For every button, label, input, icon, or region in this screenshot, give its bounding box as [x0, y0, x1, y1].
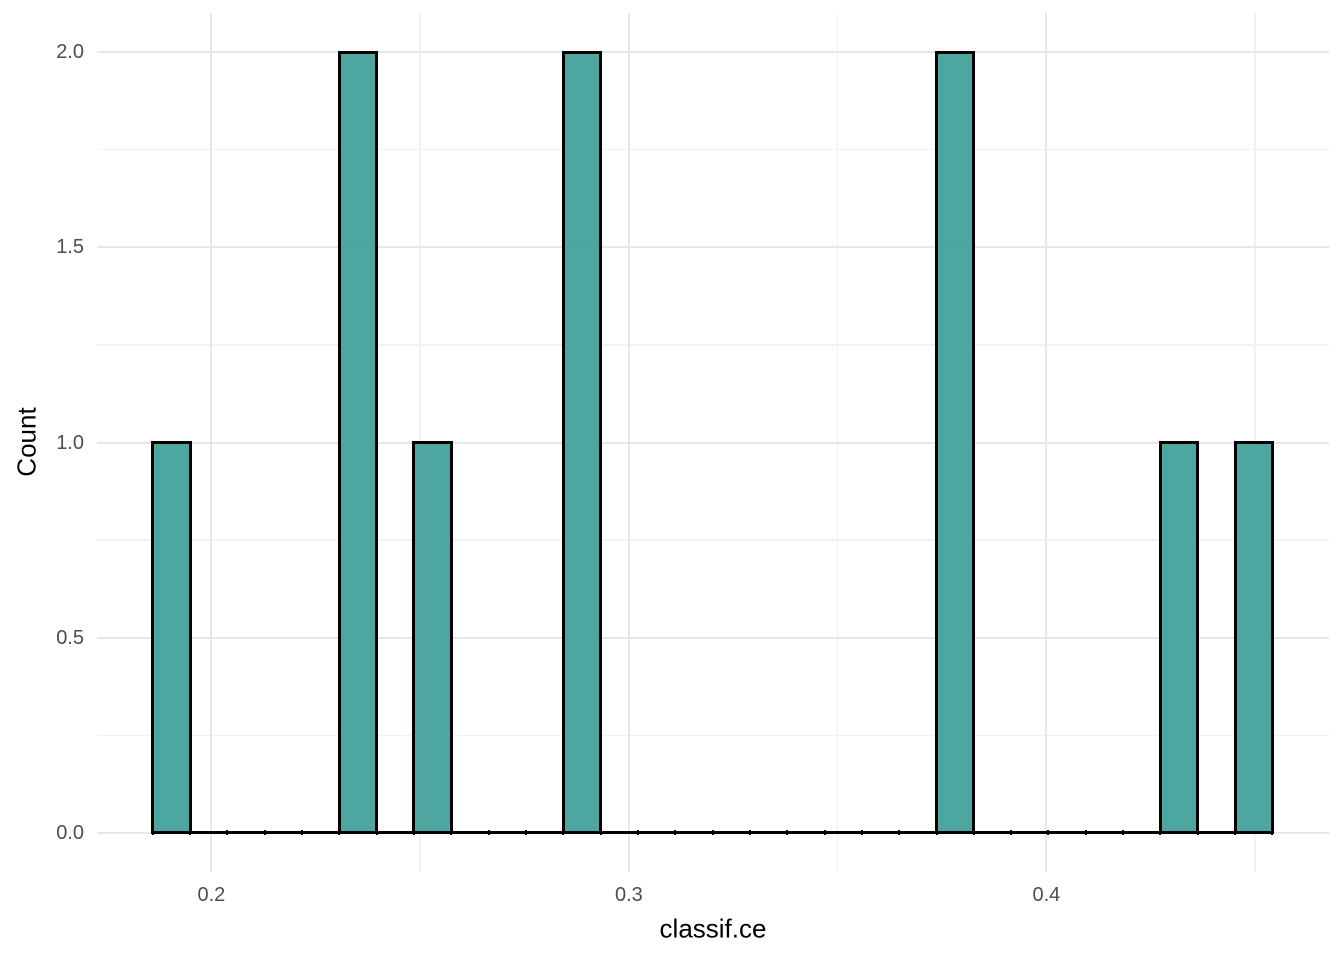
x-axis-tick-label: 0.4: [1032, 884, 1061, 906]
bin-edge-tick: [263, 830, 266, 836]
gridline-y-minor: [97, 344, 1329, 346]
gridline-y-minor: [97, 148, 1329, 151]
gridline-y-major: [97, 51, 1329, 54]
bin-edge-tick: [226, 830, 229, 836]
gridline-y-minor: [97, 734, 1329, 737]
gridline-x-major: [627, 13, 630, 872]
y-axis-tick-label: 1.0: [56, 431, 84, 454]
bin-edge-tick: [301, 830, 304, 836]
bin-edge-tick: [1084, 830, 1087, 836]
y-axis-tick-label: 0.0: [56, 821, 84, 844]
bin-edge-tick: [786, 830, 789, 836]
x-axis-title: classif.ce: [659, 913, 767, 944]
bin-edge-tick: [487, 830, 490, 836]
bin-edge-tick: [1047, 830, 1050, 836]
gridline-y-major: [97, 441, 1329, 444]
gridline-y-minor: [97, 539, 1329, 541]
bin-edge-tick: [1122, 830, 1125, 836]
bin-edge-tick: [748, 830, 751, 836]
y-axis-tick-label: 1.5: [56, 236, 84, 259]
gridline-y-major: [97, 246, 1329, 249]
bin-edge-tick: [674, 830, 677, 836]
y-axis-title: Count: [11, 407, 42, 477]
bin-edge-tick: [823, 830, 826, 836]
gridline-x-major: [1045, 13, 1048, 872]
y-axis-tick-label: 0.5: [56, 626, 84, 649]
histogram-bar: [1233, 441, 1274, 835]
histogram-bar: [151, 441, 192, 835]
histogram-bar: [1158, 441, 1200, 835]
x-axis-tick-label: 0.2: [197, 884, 226, 906]
bin-edge-tick: [711, 830, 714, 836]
gridline-x-major: [210, 13, 213, 872]
bin-edge-tick: [1010, 830, 1013, 836]
histogram-bar: [935, 50, 976, 835]
bin-edge-tick: [636, 830, 639, 836]
bin-edge-tick: [524, 830, 527, 836]
histogram-bar: [337, 50, 379, 835]
x-axis-tick-label: 0.3: [614, 884, 643, 906]
histogram-bar: [561, 50, 603, 835]
y-axis-tick-label: 2.0: [56, 41, 84, 64]
gridline-y-major: [97, 636, 1329, 639]
histogram-bar: [412, 441, 453, 835]
bin-edge-tick: [898, 830, 901, 836]
bin-edge-tick: [860, 830, 863, 836]
